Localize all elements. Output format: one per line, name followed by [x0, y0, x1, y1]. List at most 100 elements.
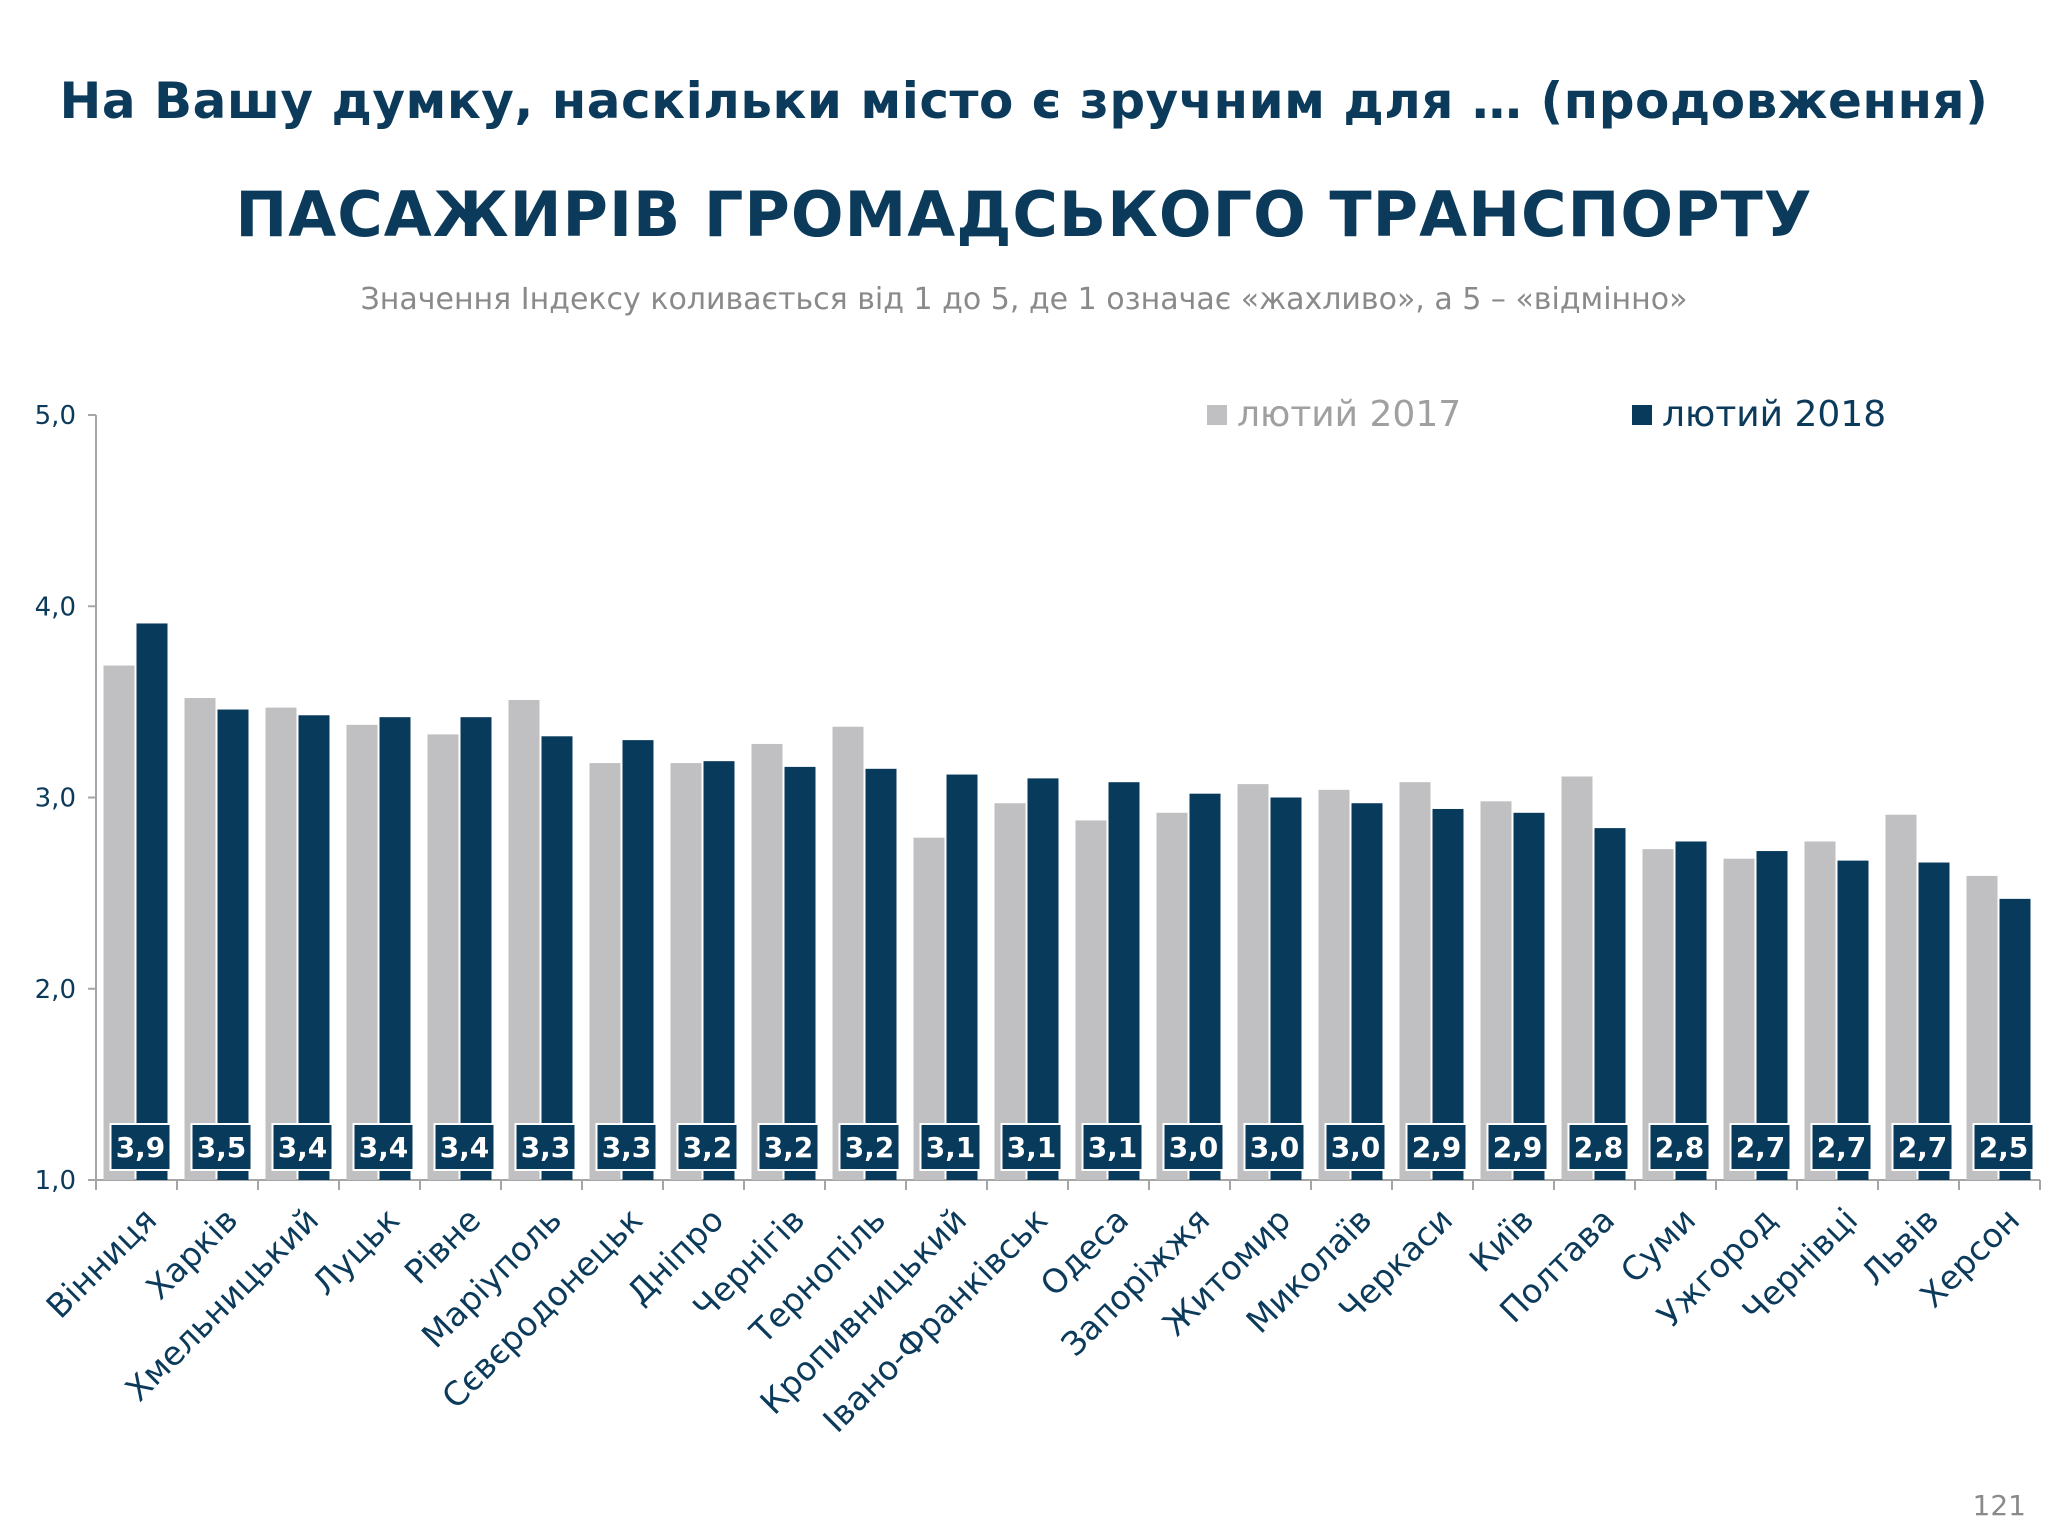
data-label: 2,7: [1736, 1131, 1786, 1164]
data-label-box: [1891, 1123, 1954, 1171]
bar-2018: [298, 715, 330, 1180]
bar-2017: [751, 743, 783, 1180]
data-label: 2,7: [1817, 1131, 1867, 1164]
data-label-box: [757, 1123, 820, 1171]
legend-swatch-2018: [1632, 405, 1652, 425]
data-label-box: [109, 1123, 172, 1171]
data-label-box: [190, 1123, 253, 1171]
legend-label-2017: лютий 2017: [1237, 394, 1461, 435]
data-label-box: [1324, 1123, 1387, 1171]
data-label: 3,4: [440, 1131, 490, 1164]
data-label-box: [838, 1123, 901, 1171]
bar-2017: [994, 803, 1026, 1180]
data-label: 3,3: [602, 1131, 652, 1164]
y-tick-label: 1,0: [35, 1166, 76, 1196]
bar-2017: [1156, 812, 1188, 1180]
data-label-box: [595, 1123, 658, 1171]
bar-2017: [1399, 782, 1431, 1180]
y-tick-label: 4,0: [35, 592, 76, 622]
category-label: Вінниця: [38, 1200, 164, 1326]
data-label: 3,5: [197, 1131, 247, 1164]
data-label: 3,3: [521, 1131, 571, 1164]
bar-2018: [1189, 793, 1221, 1180]
data-label: 2,5: [1979, 1131, 2029, 1164]
bar-2017: [832, 726, 864, 1180]
data-label: 3,4: [359, 1131, 409, 1164]
bar-2018: [1513, 812, 1545, 1180]
page-title: На Вашу думку, наскільки місто є зручним…: [59, 72, 1989, 130]
data-label: 3,0: [1169, 1131, 1219, 1164]
data-label-box: [433, 1123, 496, 1171]
bar-2018: [1432, 808, 1464, 1180]
chart-title: ПАСАЖИРІВ ГРОМАДСЬКОГО ТРАНСПОРТУ: [235, 178, 1813, 251]
bar-2018: [1270, 797, 1302, 1180]
bar-2017: [508, 699, 540, 1180]
bar-2017: [913, 837, 945, 1180]
data-label: 3,1: [926, 1131, 976, 1164]
data-label: 3,2: [764, 1131, 814, 1164]
bar-2018: [1108, 782, 1140, 1180]
bar-2018: [1351, 803, 1383, 1180]
bar-2017: [1885, 814, 1917, 1180]
bar-2018: [784, 766, 816, 1180]
legend-label-2018: лютий 2018: [1662, 394, 1886, 435]
bar-2018: [1594, 828, 1626, 1180]
data-label: 2,7: [1898, 1131, 1948, 1164]
data-label-box: [352, 1123, 415, 1171]
data-label-box: [514, 1123, 577, 1171]
bar-2017: [670, 763, 702, 1180]
legend-swatch-2017: [1207, 405, 1227, 425]
data-label-box: [1567, 1123, 1630, 1171]
bar-2017: [1075, 820, 1107, 1180]
bar-2017: [265, 707, 297, 1180]
index-note: Значення Індексу коливається від 1 до 5,…: [360, 282, 1688, 317]
data-label: 2,9: [1412, 1131, 1462, 1164]
bar-2017: [589, 763, 621, 1180]
data-label: 3,2: [683, 1131, 733, 1164]
data-label: 3,0: [1250, 1131, 1300, 1164]
bar-2018: [379, 717, 411, 1180]
bar-2017: [427, 734, 459, 1180]
page-number: 121: [1972, 1489, 2026, 1522]
y-tick-label: 3,0: [35, 784, 76, 814]
bar-2017: [346, 724, 378, 1180]
data-label-box: [271, 1123, 334, 1171]
bar-2018: [136, 623, 168, 1180]
data-label-box: [1000, 1123, 1063, 1171]
category-label: Луцьк: [304, 1200, 407, 1303]
y-tick-label: 5,0: [35, 401, 76, 431]
bar-2017: [1561, 776, 1593, 1180]
data-label-box: [1810, 1123, 1873, 1171]
bar-2018: [1027, 778, 1059, 1180]
data-label: 3,9: [116, 1131, 166, 1164]
bar-2018: [622, 740, 654, 1180]
data-label: 3,1: [1088, 1131, 1138, 1164]
data-label-box: [1162, 1123, 1225, 1171]
data-label: 2,8: [1655, 1131, 1705, 1164]
data-label: 3,4: [278, 1131, 328, 1164]
data-label: 2,9: [1493, 1131, 1543, 1164]
bar-2017: [103, 665, 135, 1180]
data-label-box: [1486, 1123, 1549, 1171]
bar-2017: [1480, 801, 1512, 1180]
data-label-box: [1972, 1123, 2035, 1171]
bar-2018: [541, 736, 573, 1180]
bar-2018: [217, 709, 249, 1180]
data-label-box: [919, 1123, 982, 1171]
data-label-box: [1729, 1123, 1792, 1171]
data-label-box: [1405, 1123, 1468, 1171]
data-label-box: [1081, 1123, 1144, 1171]
data-label: 3,1: [1007, 1131, 1057, 1164]
data-label: 3,0: [1331, 1131, 1381, 1164]
bar-2017: [184, 698, 216, 1180]
data-label: 3,2: [845, 1131, 895, 1164]
bar-2018: [703, 761, 735, 1180]
bar-2017: [1237, 784, 1269, 1180]
data-label: 2,8: [1574, 1131, 1624, 1164]
bar-2018: [460, 717, 492, 1180]
bar-2017: [1318, 789, 1350, 1180]
bar-2018: [865, 768, 897, 1180]
data-label-box: [1243, 1123, 1306, 1171]
bar-2018: [946, 774, 978, 1180]
